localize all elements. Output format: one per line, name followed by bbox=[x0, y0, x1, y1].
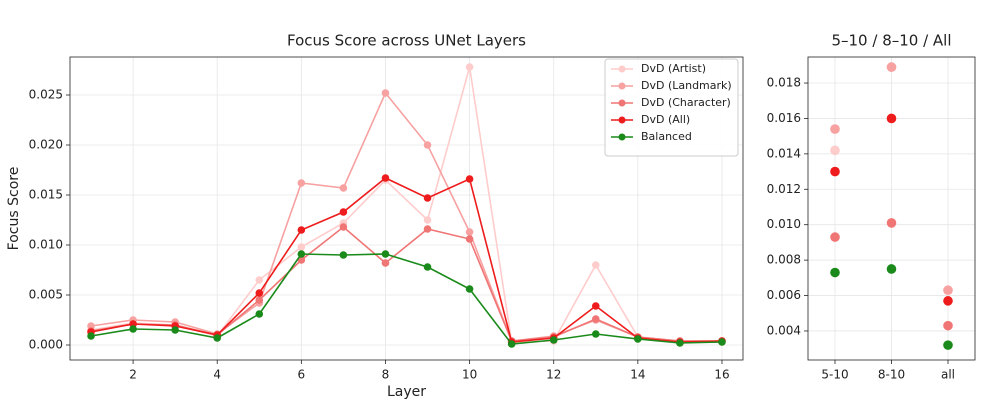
y-tick-label: 0.025 bbox=[29, 88, 63, 102]
y-tick-label: 0.020 bbox=[29, 138, 63, 152]
y-tick-label: 0.005 bbox=[29, 288, 63, 302]
y-tick-label: 0.004 bbox=[767, 323, 801, 337]
point bbox=[943, 285, 953, 296]
point bbox=[830, 145, 840, 156]
point bbox=[465, 175, 474, 183]
y-tick-label: 0.015 bbox=[29, 188, 63, 202]
y-tick-label: 0.010 bbox=[29, 238, 63, 252]
legend-text: DvD (Landmark) bbox=[641, 79, 732, 92]
point bbox=[591, 315, 600, 323]
y-tick-label: 0.012 bbox=[767, 182, 801, 196]
y-axis-label: Focus Score bbox=[6, 167, 22, 251]
point bbox=[591, 330, 600, 338]
point bbox=[423, 141, 432, 149]
point bbox=[549, 336, 558, 344]
point bbox=[676, 339, 684, 347]
y-tick-label: 0.000 bbox=[29, 338, 63, 352]
point bbox=[423, 263, 432, 271]
point bbox=[886, 113, 897, 124]
point bbox=[886, 218, 897, 228]
x-axis-label: Layer bbox=[387, 384, 426, 400]
point bbox=[591, 261, 600, 269]
point bbox=[830, 232, 840, 242]
x-tick-label: 12 bbox=[546, 368, 561, 382]
x-tick-label: 14 bbox=[630, 368, 645, 382]
point bbox=[465, 63, 474, 71]
series-line bbox=[90, 177, 722, 343]
y-tick-label: 0.010 bbox=[767, 217, 801, 231]
point bbox=[830, 124, 840, 134]
point bbox=[255, 276, 264, 284]
point bbox=[423, 216, 432, 224]
point bbox=[87, 332, 95, 340]
point bbox=[381, 250, 390, 258]
y-tick-label: 0.008 bbox=[767, 253, 801, 267]
y-tick-label: 0.014 bbox=[767, 146, 801, 160]
point bbox=[339, 208, 348, 216]
point bbox=[718, 338, 726, 346]
point bbox=[297, 226, 306, 234]
point bbox=[507, 340, 516, 348]
point bbox=[297, 179, 306, 187]
x-tick-label: all bbox=[941, 368, 955, 382]
y-tick-label: 0.016 bbox=[767, 111, 801, 125]
legend-text: DvD (Character) bbox=[641, 96, 731, 109]
point bbox=[943, 296, 953, 306]
point bbox=[171, 326, 179, 334]
chart-title: Focus Score across UNet Layers bbox=[287, 32, 526, 50]
y-tick-label: 0.018 bbox=[767, 76, 801, 90]
point bbox=[381, 259, 390, 267]
x-tick-label: 5-10 bbox=[821, 368, 848, 382]
point bbox=[381, 174, 390, 182]
point bbox=[423, 194, 432, 202]
point bbox=[886, 264, 897, 274]
x-tick-label: 16 bbox=[714, 368, 729, 382]
point bbox=[830, 267, 840, 278]
point bbox=[255, 296, 264, 304]
legend-marker bbox=[618, 133, 626, 141]
point bbox=[213, 334, 222, 342]
point bbox=[943, 340, 953, 350]
legend-text: DvD (All) bbox=[641, 113, 690, 126]
point bbox=[830, 166, 840, 177]
x-tick-label: 4 bbox=[213, 368, 221, 382]
legend-marker bbox=[618, 116, 626, 124]
point bbox=[465, 285, 474, 293]
point bbox=[886, 62, 897, 72]
point bbox=[591, 302, 600, 310]
legend-text: DvD (Artist) bbox=[641, 62, 706, 75]
point bbox=[255, 310, 264, 318]
point bbox=[634, 335, 642, 343]
axes-frame bbox=[69, 56, 744, 361]
point bbox=[297, 243, 306, 251]
legend-marker bbox=[618, 99, 626, 107]
point bbox=[465, 235, 474, 243]
point bbox=[339, 223, 348, 231]
point bbox=[465, 228, 474, 236]
chart-title: 5–10 / 8–10 / All bbox=[831, 32, 951, 50]
point bbox=[255, 289, 264, 297]
legend-text: Balanced bbox=[641, 130, 692, 143]
point bbox=[943, 320, 953, 331]
legend-box bbox=[604, 58, 739, 157]
point bbox=[339, 251, 348, 259]
point bbox=[297, 250, 306, 258]
point bbox=[129, 325, 137, 333]
series-line bbox=[90, 253, 722, 345]
x-tick-label: 6 bbox=[298, 368, 306, 382]
x-tick-label: 10 bbox=[462, 368, 477, 382]
legend-marker bbox=[618, 82, 626, 90]
y-tick-label: 0.006 bbox=[767, 288, 801, 302]
series-line bbox=[90, 225, 722, 342]
point bbox=[423, 225, 432, 233]
point bbox=[339, 184, 348, 192]
x-tick-label: 8 bbox=[382, 368, 390, 382]
axes-frame bbox=[807, 56, 976, 361]
point bbox=[381, 89, 390, 97]
x-tick-label: 2 bbox=[129, 368, 137, 382]
legend-marker bbox=[618, 65, 626, 73]
x-tick-label: 8-10 bbox=[878, 368, 905, 382]
